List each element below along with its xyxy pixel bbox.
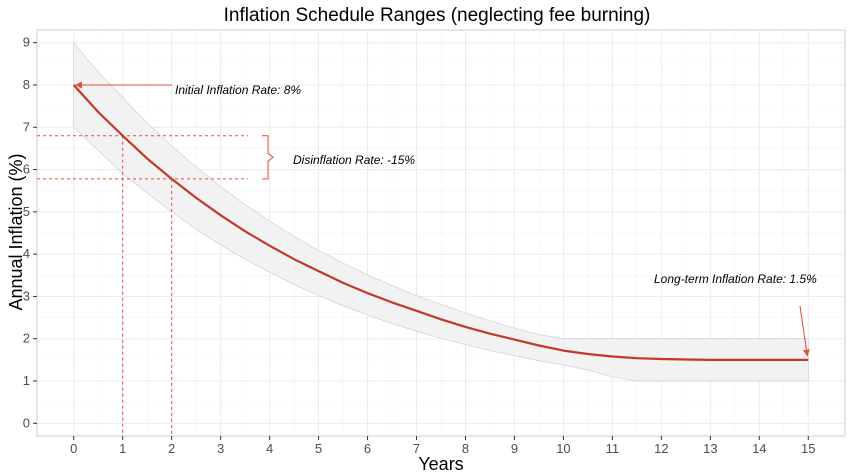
y-tick-label: 6 (23, 162, 30, 177)
x-tick-label: 1 (119, 441, 126, 456)
series-line (72, 84, 809, 361)
y-tick-label: 3 (23, 288, 30, 303)
x-tick-label: 13 (703, 441, 717, 456)
annotations: Initial Inflation Rate: 8% Disinflation … (75, 81, 817, 357)
x-tick-label: 14 (752, 441, 766, 456)
x-tick-label: 3 (217, 441, 224, 456)
x-tick-label: 6 (364, 441, 371, 456)
annotation-disinflation-rate: Disinflation Rate: -15% (293, 153, 415, 167)
y-tick-label: 4 (23, 246, 30, 261)
y-tick-label: 2 (23, 331, 30, 346)
annotation-longterm-rate: Long-term Inflation Rate: 1.5% (654, 272, 817, 286)
x-tick-label: 15 (801, 441, 815, 456)
chart-title: Inflation Schedule Ranges (neglecting fe… (224, 5, 651, 26)
x-tick-label: 10 (556, 441, 570, 456)
y-tick-label: 5 (23, 204, 30, 219)
y-tick-label: 7 (23, 119, 30, 134)
confidence-band (73, 41, 809, 382)
x-tick-label: 9 (511, 441, 518, 456)
disinflation-bracket (262, 135, 274, 180)
x-axis-title: Years (418, 454, 463, 474)
x-tick-label: 12 (654, 441, 668, 456)
x-tick-label: 11 (606, 441, 620, 456)
guide-lines (37, 135, 248, 436)
x-tick-label: 4 (266, 441, 273, 456)
x-tick-label: 0 (70, 441, 77, 456)
y-tick-label: 8 (23, 77, 30, 92)
x-tick-label: 7 (413, 441, 420, 456)
y-tick-label: 9 (23, 35, 30, 50)
longterm-rate-arrow (799, 305, 810, 357)
x-tick-label: 2 (168, 441, 175, 456)
annotation-initial-rate: Initial Inflation Rate: 8% (175, 83, 301, 97)
y-tick-label: 0 (23, 415, 30, 430)
y-tick-label: 1 (23, 373, 30, 388)
inflation-curve (72, 84, 809, 361)
y-axis-title: Annual Inflation (%) (6, 153, 26, 310)
range-band (73, 41, 809, 382)
x-tick-label: 8 (462, 441, 469, 456)
x-tick-label: 5 (315, 441, 322, 456)
